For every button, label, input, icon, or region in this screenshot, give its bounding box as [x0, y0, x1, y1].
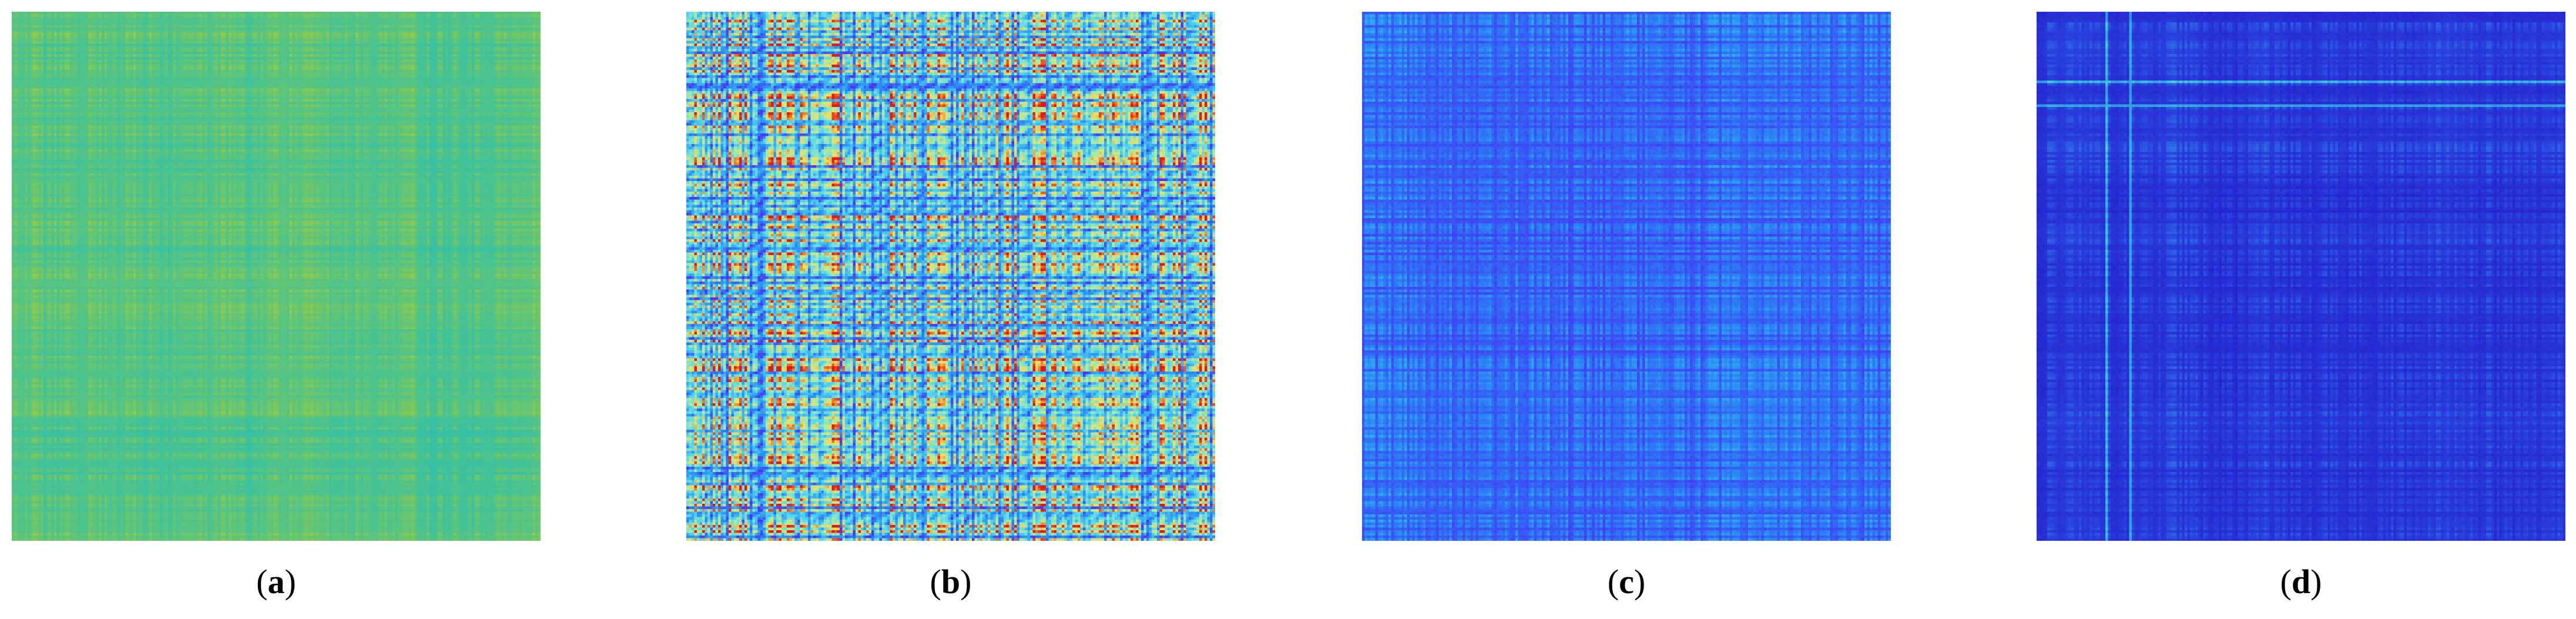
caption-close-paren: ) — [2310, 563, 2322, 601]
caption-open-paren: ( — [2280, 563, 2292, 601]
caption-label-d: d — [2291, 563, 2311, 601]
caption-label-a: a — [267, 563, 285, 601]
heatmap-canvas-d — [2037, 12, 2565, 541]
caption-close-paren: ) — [960, 563, 972, 601]
caption-a: (a) — [12, 561, 541, 603]
caption-c: (c) — [1362, 561, 1891, 603]
heatmap-panel-a — [12, 12, 541, 541]
caption-close-paren: ) — [284, 563, 296, 601]
caption-label-c: c — [1619, 563, 1634, 601]
heatmap-panel-c — [1362, 12, 1891, 541]
caption-d: (d) — [2037, 561, 2565, 603]
caption-open-paren: ( — [256, 563, 268, 601]
heatmap-panel-d — [2037, 12, 2565, 541]
caption-b: (b) — [686, 561, 1215, 603]
caption-label-b: b — [941, 563, 961, 601]
heatmap-panel-b — [686, 12, 1215, 541]
caption-close-paren: ) — [1634, 563, 1646, 601]
heatmap-canvas-a — [12, 12, 541, 541]
caption-open-paren: ( — [1607, 563, 1619, 601]
heatmap-canvas-c — [1362, 12, 1891, 541]
caption-open-paren: ( — [930, 563, 941, 601]
heatmap-canvas-b — [686, 12, 1215, 541]
